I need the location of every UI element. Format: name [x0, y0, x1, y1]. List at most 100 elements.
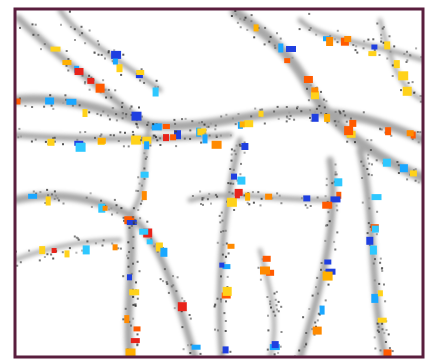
- spot: [131, 111, 142, 121]
- spot: [159, 144, 162, 146]
- spot: [220, 115, 223, 118]
- spot: [90, 205, 93, 208]
- spot: [381, 328, 384, 331]
- spot: [367, 38, 370, 41]
- spot: [280, 305, 283, 308]
- spot: [276, 192, 279, 195]
- spot: [243, 141, 246, 144]
- spot: [100, 133, 103, 136]
- spot: [151, 123, 162, 131]
- spot: [38, 259, 41, 262]
- spot: [210, 202, 212, 205]
- spot: [73, 28, 76, 31]
- spot: [373, 279, 376, 282]
- spot: [126, 254, 129, 257]
- spot: [326, 37, 334, 46]
- spot: [181, 118, 183, 121]
- spot: [224, 330, 227, 332]
- spot: [316, 276, 319, 279]
- spot: [137, 190, 140, 192]
- spot: [143, 152, 146, 155]
- filament: [15, 238, 122, 262]
- spot: [231, 173, 237, 180]
- spot: [382, 26, 385, 29]
- spot: [97, 53, 100, 56]
- spot: [132, 207, 135, 210]
- spot: [75, 251, 78, 254]
- spot: [102, 79, 105, 82]
- spot: [108, 118, 111, 121]
- spot: [334, 173, 337, 176]
- spot: [260, 266, 270, 275]
- spot: [371, 194, 382, 201]
- spot: [333, 38, 336, 41]
- spot: [234, 10, 237, 12]
- spot: [141, 115, 143, 118]
- spot: [238, 143, 241, 146]
- spot: [214, 193, 217, 196]
- spot: [43, 105, 46, 108]
- spot: [380, 40, 383, 43]
- spot: [76, 237, 79, 240]
- spot: [233, 209, 236, 211]
- spot: [99, 135, 102, 138]
- spot: [356, 51, 359, 54]
- spot: [217, 329, 219, 332]
- spot: [97, 137, 106, 144]
- spot: [140, 68, 143, 71]
- spot: [157, 85, 159, 88]
- image-area: [15, 9, 423, 357]
- spot: [368, 51, 377, 57]
- spot: [80, 25, 83, 28]
- spot: [107, 88, 110, 91]
- spot: [381, 27, 384, 30]
- spot: [325, 224, 328, 227]
- spot: [111, 242, 114, 245]
- spot: [239, 145, 242, 147]
- spot: [419, 95, 422, 97]
- spot: [31, 106, 34, 108]
- spot: [20, 135, 22, 138]
- spot: [303, 345, 306, 348]
- spot: [139, 228, 149, 235]
- spot: [184, 117, 187, 120]
- spot: [173, 307, 176, 310]
- spot: [136, 297, 139, 300]
- spot: [73, 235, 76, 238]
- spot: [136, 343, 139, 346]
- spot: [397, 164, 400, 167]
- spot: [94, 136, 96, 139]
- spot: [124, 131, 126, 134]
- filament: [15, 14, 144, 124]
- spot: [220, 230, 222, 233]
- spot: [322, 98, 325, 101]
- spot: [121, 106, 123, 109]
- spot: [39, 191, 42, 194]
- spot: [175, 145, 178, 148]
- spot: [363, 40, 366, 43]
- spot: [136, 333, 139, 336]
- spot: [315, 33, 318, 36]
- spot: [129, 107, 132, 110]
- spot: [174, 122, 177, 125]
- spot: [138, 182, 141, 185]
- spot: [153, 245, 156, 248]
- spot: [102, 239, 105, 242]
- spot: [189, 129, 192, 132]
- spot: [262, 255, 271, 262]
- spot: [144, 157, 147, 160]
- spot: [53, 190, 56, 193]
- spot: [279, 345, 282, 348]
- spot: [371, 163, 373, 166]
- spot: [84, 131, 87, 133]
- spot: [229, 350, 232, 353]
- spot: [298, 28, 301, 31]
- spot: [19, 261, 22, 264]
- spot: [121, 101, 124, 104]
- spot: [89, 192, 92, 195]
- spot: [131, 130, 134, 133]
- spot: [205, 125, 208, 128]
- spot: [136, 260, 139, 263]
- spot: [230, 148, 233, 151]
- spot: [189, 317, 192, 320]
